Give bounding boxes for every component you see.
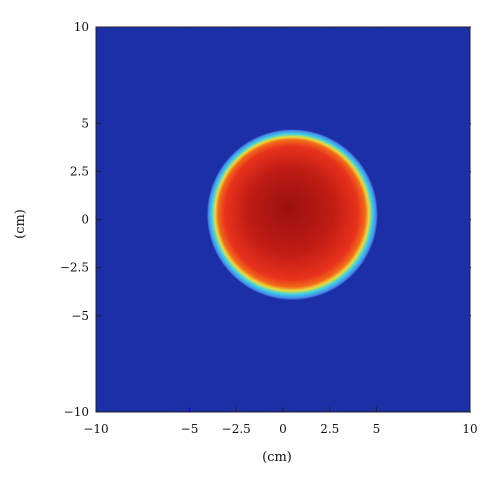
y-tick-label: 10 — [74, 20, 89, 34]
x-tick-label: 5 — [373, 422, 381, 436]
y-tick-label: 0 — [81, 213, 89, 227]
y-axis-label: (cm) — [13, 209, 28, 239]
x-axis-label: (cm) — [262, 450, 292, 465]
x-tick-label: 0 — [279, 422, 287, 436]
x-tick-label: −2.5 — [222, 422, 251, 436]
y-tick-label: −10 — [64, 405, 89, 419]
y-tick-label: 5 — [81, 116, 89, 130]
y-axis: 10 5 2.5 0 −2.5 −5 −10 — [60, 20, 472, 419]
y-tick-label: −2.5 — [60, 261, 89, 275]
y-tick-label: 2.5 — [70, 164, 89, 178]
x-tick-label: 10 — [462, 422, 477, 436]
x-tick-label: 2.5 — [320, 422, 339, 436]
x-tick-label: −5 — [181, 422, 199, 436]
x-tick-label: −10 — [83, 422, 108, 436]
heatmap-disk — [206, 129, 378, 301]
y-tick-label: −5 — [71, 309, 89, 323]
plot-area — [96, 27, 470, 412]
